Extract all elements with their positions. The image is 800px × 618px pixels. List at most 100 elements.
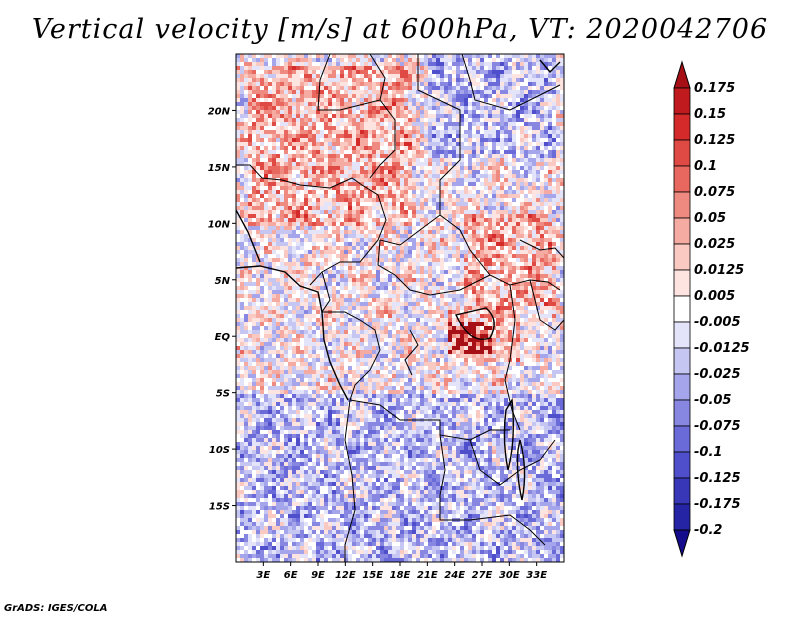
field-cell: [308, 66, 312, 70]
field-cell: [352, 70, 356, 74]
field-cell: [312, 78, 316, 82]
field-cell: [284, 82, 288, 86]
field-cell: [292, 66, 296, 70]
field-cell: [472, 58, 476, 62]
field-cell: [480, 250, 484, 254]
field-cell: [340, 118, 344, 122]
field-cell: [540, 170, 544, 174]
field-cell: [364, 242, 368, 246]
field-cell: [540, 130, 544, 134]
field-cell: [276, 66, 280, 70]
field-cell: [492, 282, 496, 286]
field-cell: [400, 218, 404, 222]
field-cell: [376, 266, 380, 270]
field-cell: [436, 106, 440, 110]
field-cell: [244, 218, 248, 222]
field-cell: [452, 194, 456, 198]
field-cell: [344, 234, 348, 238]
field-cell: [496, 282, 500, 286]
field-cell: [360, 226, 364, 230]
field-cell: [260, 242, 264, 246]
field-cell: [476, 158, 480, 162]
field-cell: [460, 146, 464, 150]
field-cell: [252, 62, 256, 66]
field-cell: [508, 186, 512, 190]
field-cell: [272, 278, 276, 282]
field-cell: [268, 94, 272, 98]
field-cell: [316, 74, 320, 78]
field-cell: [444, 198, 448, 202]
field-cell: [324, 122, 328, 126]
field-cell: [428, 174, 432, 178]
field-cell: [456, 110, 460, 114]
field-cell: [304, 194, 308, 198]
field-cell: [472, 210, 476, 214]
field-cell: [456, 138, 460, 142]
field-cell: [328, 278, 332, 282]
field-cell: [476, 230, 480, 234]
field-cell: [276, 214, 280, 218]
field-cell: [412, 142, 416, 146]
field-cell: [524, 190, 528, 194]
field-cell: [528, 198, 532, 202]
field-cell: [404, 158, 408, 162]
field-cell: [400, 214, 404, 218]
field-cell: [324, 226, 328, 230]
field-cell: [512, 70, 516, 74]
field-cell: [432, 270, 436, 274]
field-cell: [328, 246, 332, 250]
field-cell: [276, 266, 280, 270]
field-cell: [472, 146, 476, 150]
field-cell: [256, 170, 260, 174]
field-cell: [480, 218, 484, 222]
field-cell: [292, 202, 296, 206]
field-cell: [320, 130, 324, 134]
field-cell: [396, 294, 400, 298]
field-cell: [248, 174, 252, 178]
field-cell: [240, 278, 244, 282]
field-cell: [540, 178, 544, 182]
field-cell: [304, 130, 308, 134]
field-cell: [464, 174, 468, 178]
field-cell: [272, 190, 276, 194]
field-cell: [428, 218, 432, 222]
field-cell: [404, 278, 408, 282]
field-cell: [328, 234, 332, 238]
field-cell: [456, 94, 460, 98]
field-cell: [272, 118, 276, 122]
field-cell: [472, 294, 476, 298]
field-cell: [272, 130, 276, 134]
field-cell: [328, 90, 332, 94]
field-cell: [364, 150, 368, 154]
field-cell: [520, 190, 524, 194]
field-cell: [380, 134, 384, 138]
field-cell: [312, 182, 316, 186]
field-cell: [560, 206, 564, 210]
field-cell: [420, 66, 424, 70]
field-cell: [300, 98, 304, 102]
field-cell: [308, 294, 312, 298]
field-cell: [540, 290, 544, 294]
field-cell: [488, 278, 492, 282]
field-cell: [536, 210, 540, 214]
field-cell: [372, 274, 376, 278]
field-cell: [256, 142, 260, 146]
field-cell: [284, 258, 288, 262]
field-cell: [240, 70, 244, 74]
field-cell: [468, 154, 472, 158]
field-cell: [348, 230, 352, 234]
field-cell: [456, 206, 460, 210]
field-cell: [396, 218, 400, 222]
field-cell: [404, 106, 408, 110]
field-cell: [300, 58, 304, 62]
field-cell: [404, 54, 408, 58]
field-cell: [548, 158, 552, 162]
field-cell: [260, 66, 264, 70]
field-cell: [460, 102, 464, 106]
field-cell: [468, 270, 472, 274]
field-cell: [424, 246, 428, 250]
field-cell: [448, 130, 452, 134]
field-cell: [508, 174, 512, 178]
field-cell: [416, 198, 420, 202]
field-cell: [476, 118, 480, 122]
